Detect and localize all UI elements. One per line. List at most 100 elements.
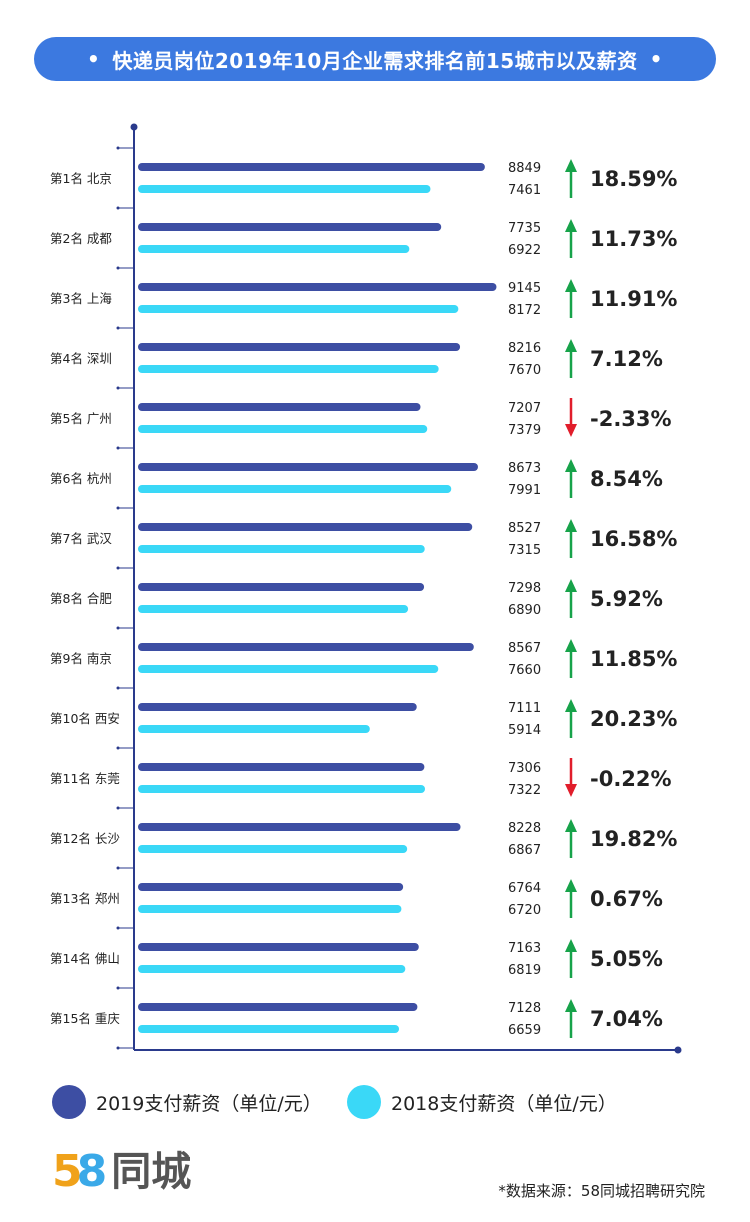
- category-label: 第10名 西安: [50, 711, 120, 726]
- category-label: 第13名 郑州: [50, 891, 120, 906]
- axis-tick-dot: [116, 866, 120, 870]
- change-percent-label: 7.12%: [590, 347, 663, 371]
- bar-2019: [138, 583, 425, 591]
- bar-2018: [138, 425, 428, 433]
- bar-2019: [138, 823, 461, 831]
- change-percent-label: 11.73%: [590, 227, 677, 251]
- value-label-2019: 6764: [508, 881, 541, 896]
- up-arrow-icon: [565, 339, 577, 352]
- change-percent-label: -2.33%: [590, 407, 672, 431]
- logo-digit-5: 5: [52, 1146, 83, 1197]
- 58-tongcheng-logo: 5 8 同城: [52, 1150, 191, 1194]
- chart-title: 快递员岗位2019年10月企业需求排名前15城市以及薪资: [112, 48, 638, 73]
- legend-label-2018: 2018支付薪资（单位/元）: [391, 1092, 617, 1115]
- change-percent-label: 18.59%: [590, 167, 677, 191]
- value-label-2019: 7128: [508, 1001, 541, 1016]
- bar-2018: [138, 785, 426, 793]
- down-arrow-icon: [565, 424, 577, 437]
- axis-tick-dot: [116, 566, 120, 570]
- bar-2019: [138, 463, 478, 471]
- change-percent-label: 5.05%: [590, 947, 663, 971]
- value-label-2018: 7322: [508, 783, 541, 798]
- axis-tick-dot: [116, 806, 120, 810]
- value-label-2018: 6922: [508, 243, 541, 258]
- value-label-2018: 5914: [508, 723, 541, 738]
- legend-item-2018: 2018支付薪资（单位/元）: [347, 1085, 617, 1119]
- axis-tick-dot: [116, 626, 120, 630]
- title-bullet-right: •: [649, 47, 663, 71]
- bar-2018: [138, 605, 409, 613]
- axis-tick-dot: [116, 986, 120, 990]
- bar-2018: [138, 905, 402, 913]
- category-label: 第3名 上海: [50, 291, 112, 306]
- value-label-2018: 6819: [508, 963, 541, 978]
- value-label-2019: 8849: [508, 161, 541, 176]
- axis-tick-dot: [116, 446, 120, 450]
- up-arrow-icon: [565, 459, 577, 472]
- up-arrow-icon: [565, 819, 577, 832]
- title-banner: • 快递员岗位2019年10月企业需求排名前15城市以及薪资 •: [34, 37, 716, 81]
- category-label: 第7名 武汉: [50, 531, 112, 546]
- value-label-2019: 8673: [508, 461, 541, 476]
- value-label-2019: 7298: [508, 581, 541, 596]
- category-label: 第14名 佛山: [50, 951, 120, 966]
- category-label: 第2名 成都: [50, 231, 112, 246]
- category-label: 第6名 杭州: [50, 471, 112, 486]
- up-arrow-icon: [565, 219, 577, 232]
- logo-text: 同城: [111, 1149, 192, 1195]
- value-label-2019: 8527: [508, 521, 541, 536]
- up-arrow-icon: [565, 579, 577, 592]
- bar-2019: [138, 643, 474, 651]
- category-label: 第1名 北京: [50, 171, 112, 186]
- bar-2019: [138, 223, 442, 231]
- value-label-2018: 7379: [508, 423, 541, 438]
- axis-tick-dot: [116, 206, 120, 210]
- bar-2018: [138, 245, 410, 253]
- category-label: 第11名 东莞: [50, 771, 120, 786]
- change-percent-label: 5.92%: [590, 587, 663, 611]
- value-label-2019: 7207: [508, 401, 541, 416]
- bar-2019: [138, 343, 461, 351]
- value-label-2018: 6720: [508, 903, 541, 918]
- value-label-2018: 7315: [508, 543, 541, 558]
- title-bullet-left: •: [87, 47, 101, 71]
- bar-2019: [138, 283, 497, 291]
- up-arrow-icon: [565, 879, 577, 892]
- bar-2019: [138, 523, 473, 531]
- change-percent-label: -0.22%: [590, 767, 672, 791]
- legend-swatch-2018: [347, 1085, 381, 1119]
- axis-tick-dot: [116, 146, 120, 150]
- up-arrow-icon: [565, 999, 577, 1012]
- category-label: 第8名 合肥: [50, 591, 112, 606]
- bar-2018: [138, 665, 439, 673]
- bar-2019: [138, 163, 485, 171]
- bar-2019: [138, 763, 425, 771]
- value-label-2019: 8216: [508, 341, 541, 356]
- axis-tick-dot: [116, 1046, 120, 1050]
- change-percent-label: 11.85%: [590, 647, 677, 671]
- bar-2019: [138, 943, 419, 951]
- value-label-2019: 7735: [508, 221, 541, 236]
- value-label-2019: 7111: [508, 701, 541, 716]
- bar-2018: [138, 185, 431, 193]
- change-percent-label: 7.04%: [590, 1007, 663, 1031]
- category-label: 第5名 广州: [50, 411, 112, 426]
- axis-tick-dot: [116, 266, 120, 270]
- value-label-2018: 7461: [508, 183, 541, 198]
- change-percent-label: 11.91%: [590, 287, 677, 311]
- value-label-2019: 8228: [508, 821, 541, 836]
- axis-tick-dot: [116, 926, 120, 930]
- change-percent-label: 20.23%: [590, 707, 677, 731]
- value-label-2018: 6659: [508, 1023, 541, 1038]
- legend-label-2019: 2019支付薪资（单位/元）: [96, 1092, 322, 1115]
- category-label: 第12名 长沙: [50, 831, 120, 846]
- legend-swatch-2019: [52, 1085, 86, 1119]
- up-arrow-icon: [565, 699, 577, 712]
- bar-2018: [138, 305, 459, 313]
- up-arrow-icon: [565, 639, 577, 652]
- category-label: 第9名 南京: [50, 651, 112, 666]
- down-arrow-icon: [565, 784, 577, 797]
- salary-bar-chart: 第1名 北京 8849 7461 18.59% 第2名 成都 7735 6922 11.73%…: [50, 123, 682, 1054]
- bar-2018: [138, 1025, 400, 1033]
- up-arrow-icon: [565, 939, 577, 952]
